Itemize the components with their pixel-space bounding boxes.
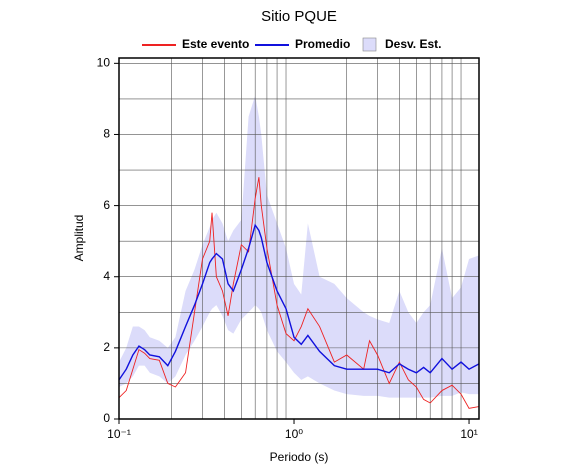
y-axis-label: Amplitud: [72, 215, 86, 262]
plot-frame: [118, 57, 480, 420]
legend-swatch: [362, 37, 377, 52]
x-tick-label: 10¹: [460, 427, 477, 441]
y-tick-label: 8: [103, 127, 110, 141]
y-tick-label: 2: [103, 340, 110, 354]
y-tick-label: 6: [103, 198, 110, 212]
series-line: [118, 177, 480, 409]
x-tick-label: 10⁻¹: [107, 427, 131, 441]
y-tick-label: 10: [97, 56, 111, 70]
x-tick-label: 10⁰: [285, 427, 303, 441]
legend-label: Este evento: [182, 37, 249, 51]
chart-title: Sitio PQUE: [261, 8, 337, 25]
x-axis-label: Periodo (s): [270, 450, 329, 464]
series-line: [118, 223, 480, 381]
std-band: [119, 95, 479, 398]
y-tick-label: 0: [103, 411, 110, 425]
y-tick-label: 4: [103, 269, 110, 283]
legend-label: Promedio: [295, 37, 350, 51]
legend-label: Desv. Est.: [385, 37, 441, 51]
